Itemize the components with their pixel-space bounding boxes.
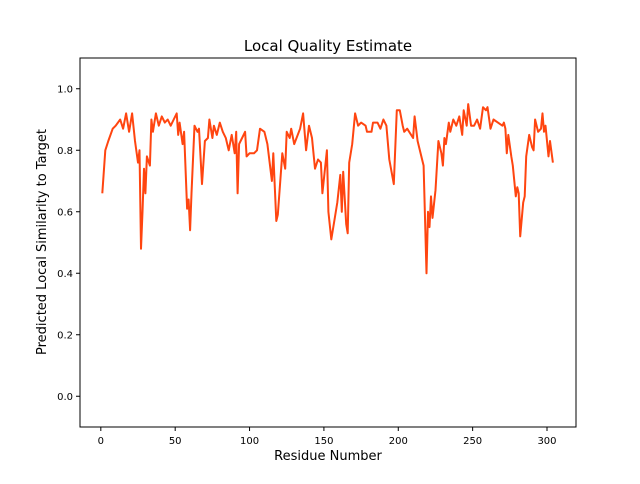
ticks: 0 50 100 150 200 250 300 0.0 0.2 0.4 0.6 0.8 1.0	[57, 84, 556, 447]
x-axis-label: Residue Number	[274, 449, 382, 464]
y-tick-label: 0.0	[57, 392, 73, 403]
y-tick-label: 0.8	[57, 146, 73, 157]
chart-title: Local Quality Estimate	[244, 37, 412, 55]
x-tick-label: 50	[169, 436, 182, 447]
x-tick-label: 200	[389, 436, 408, 447]
x-tick-label: 150	[314, 436, 333, 447]
x-tick-label: 250	[463, 436, 482, 447]
x-tick-label: 300	[537, 436, 556, 447]
y-tick-label: 0.6	[57, 207, 73, 218]
series-line-local-quality	[101, 103, 554, 275]
y-tick-label: 1.0	[57, 84, 73, 95]
plot-area-frame	[79, 57, 577, 428]
x-tick-label: 0	[98, 436, 104, 447]
y-axis-label: Predicted Local Similarity to Target	[35, 129, 50, 355]
y-tick-label: 0.2	[57, 330, 73, 341]
x-tick-label: 100	[240, 436, 259, 447]
y-tick-label: 0.4	[57, 269, 73, 280]
